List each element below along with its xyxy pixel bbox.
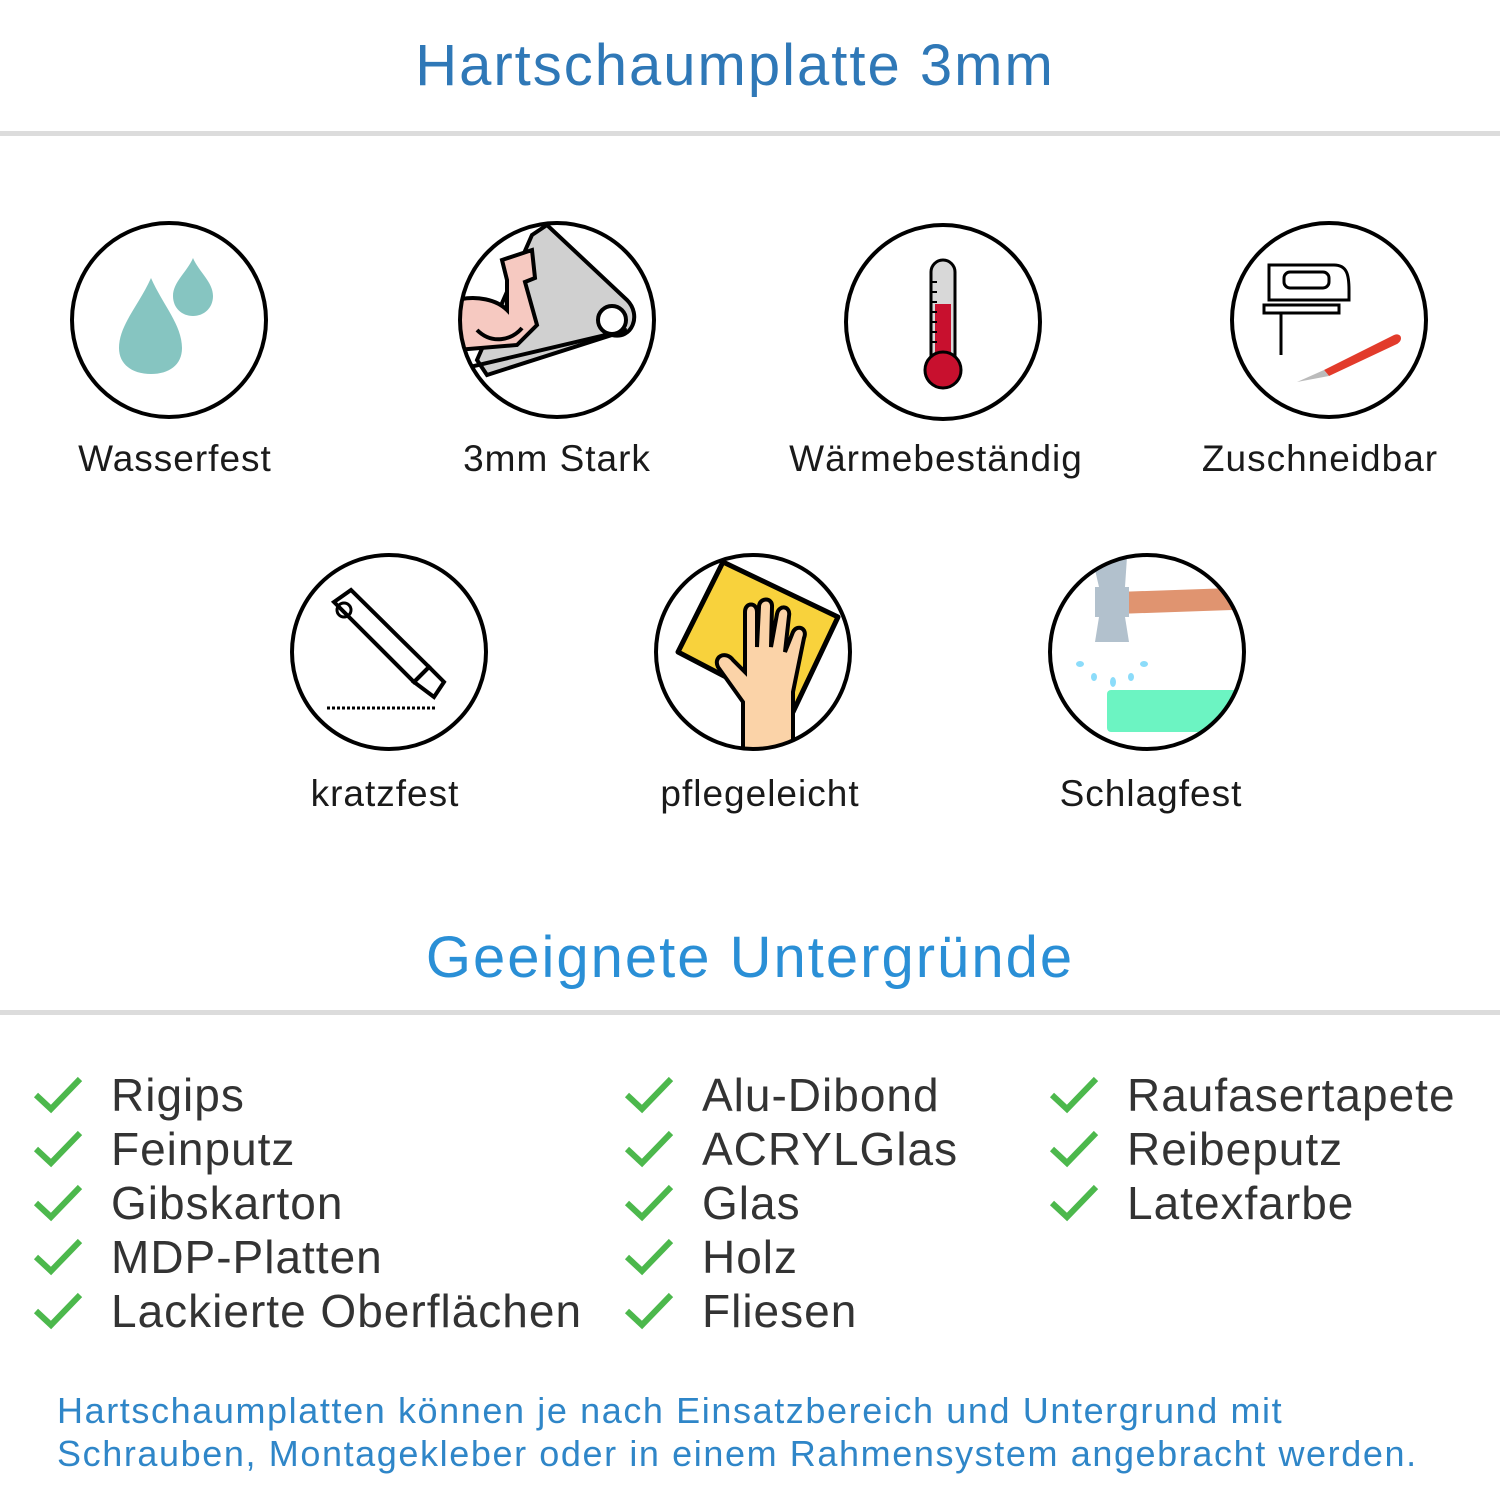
divider [0, 1010, 1500, 1015]
surface-label: Lackierte Oberflächen [111, 1285, 583, 1337]
surface-label: Reibeputz [1127, 1123, 1344, 1175]
checkmark-icon [33, 1292, 83, 1330]
surface-item: Alu-Dibond [624, 1068, 958, 1122]
surface-label: Feinputz [111, 1123, 296, 1175]
checkmark-icon [624, 1076, 674, 1114]
surface-label: ACRYLGlas [702, 1123, 959, 1175]
surface-item: Reibeputz [1049, 1122, 1456, 1176]
surface-item: Glas [624, 1176, 958, 1230]
feature-label-wasserfest: Wasserfest [78, 438, 272, 479]
surface-item: MDP-Platten [33, 1230, 582, 1284]
cleaning-hand-icon [654, 553, 852, 751]
divider [0, 131, 1500, 136]
feature-label-kratzfest: kratzfest [310, 773, 460, 814]
surface-label: Gibskarton [111, 1177, 344, 1229]
checkmark-icon [624, 1184, 674, 1222]
checkmark-icon [624, 1238, 674, 1276]
surface-item: Gibskarton [33, 1176, 582, 1230]
feature-label-3mm-stark: 3mm Stark [463, 438, 651, 479]
surface-label: Latexfarbe [1127, 1177, 1355, 1229]
section-title: Geeignete Untergründe [425, 925, 1075, 990]
checkmark-icon [33, 1076, 83, 1114]
water-drops-icon [70, 221, 268, 419]
surface-label: Rigips [111, 1069, 245, 1121]
checkmark-icon [33, 1238, 83, 1276]
checkmark-icon [33, 1130, 83, 1168]
cutter-knife-icon [290, 553, 488, 751]
surface-label: Fliesen [702, 1285, 858, 1337]
surface-item: Latexfarbe [1049, 1176, 1456, 1230]
feature-label-schlagfest: Schlagfest [1059, 773, 1243, 814]
surface-item: ACRYLGlas [624, 1122, 958, 1176]
hammer-icon [1048, 553, 1246, 751]
page-title: Hartschaumplatte 3mm [415, 33, 1055, 98]
surface-item: Raufasertapete [1049, 1068, 1456, 1122]
checkmark-icon [624, 1130, 674, 1168]
surface-label: Holz [702, 1231, 799, 1283]
thermometer-icon [844, 223, 1042, 421]
checkmark-icon [1049, 1076, 1099, 1114]
surface-item: Rigips [33, 1068, 582, 1122]
surface-label: Raufasertapete [1127, 1069, 1456, 1121]
surfaces-column-1: Rigips Feinputz Gibskarton MDP-Platten Lacki… [33, 1068, 582, 1338]
feature-label-waermebestaendig: Wärmebeständig [789, 438, 1083, 479]
feature-label-zuschneidbar: Zuschneidbar [1201, 438, 1439, 479]
checkmark-icon [624, 1292, 674, 1330]
surface-item: Lackierte Oberflächen [33, 1284, 582, 1338]
surface-item: Feinputz [33, 1122, 582, 1176]
surface-label: Glas [702, 1177, 801, 1229]
strong-arm-icon [458, 221, 656, 419]
feature-label-pflegeleicht: pflegeleicht [660, 773, 860, 814]
checkmark-icon [1049, 1130, 1099, 1168]
surface-item: Fliesen [624, 1284, 958, 1338]
surface-label: MDP-Platten [111, 1231, 383, 1283]
checkmark-icon [33, 1184, 83, 1222]
footer-line-1: Hartschaumplatten können je nach Einsatz… [57, 1390, 1284, 1431]
jigsaw-cutter-icon [1230, 221, 1428, 419]
surfaces-column-3: Raufasertapete Reibeputz Latexfarbe [1049, 1068, 1456, 1230]
surface-label: Alu-Dibond [702, 1069, 940, 1121]
footer-line-2: Schrauben, Montagekleber oder in einem R… [57, 1433, 1418, 1474]
surface-item: Holz [624, 1230, 958, 1284]
surfaces-column-2: Alu-Dibond ACRYLGlas Glas Holz Fliesen [624, 1068, 958, 1338]
checkmark-icon [1049, 1184, 1099, 1222]
